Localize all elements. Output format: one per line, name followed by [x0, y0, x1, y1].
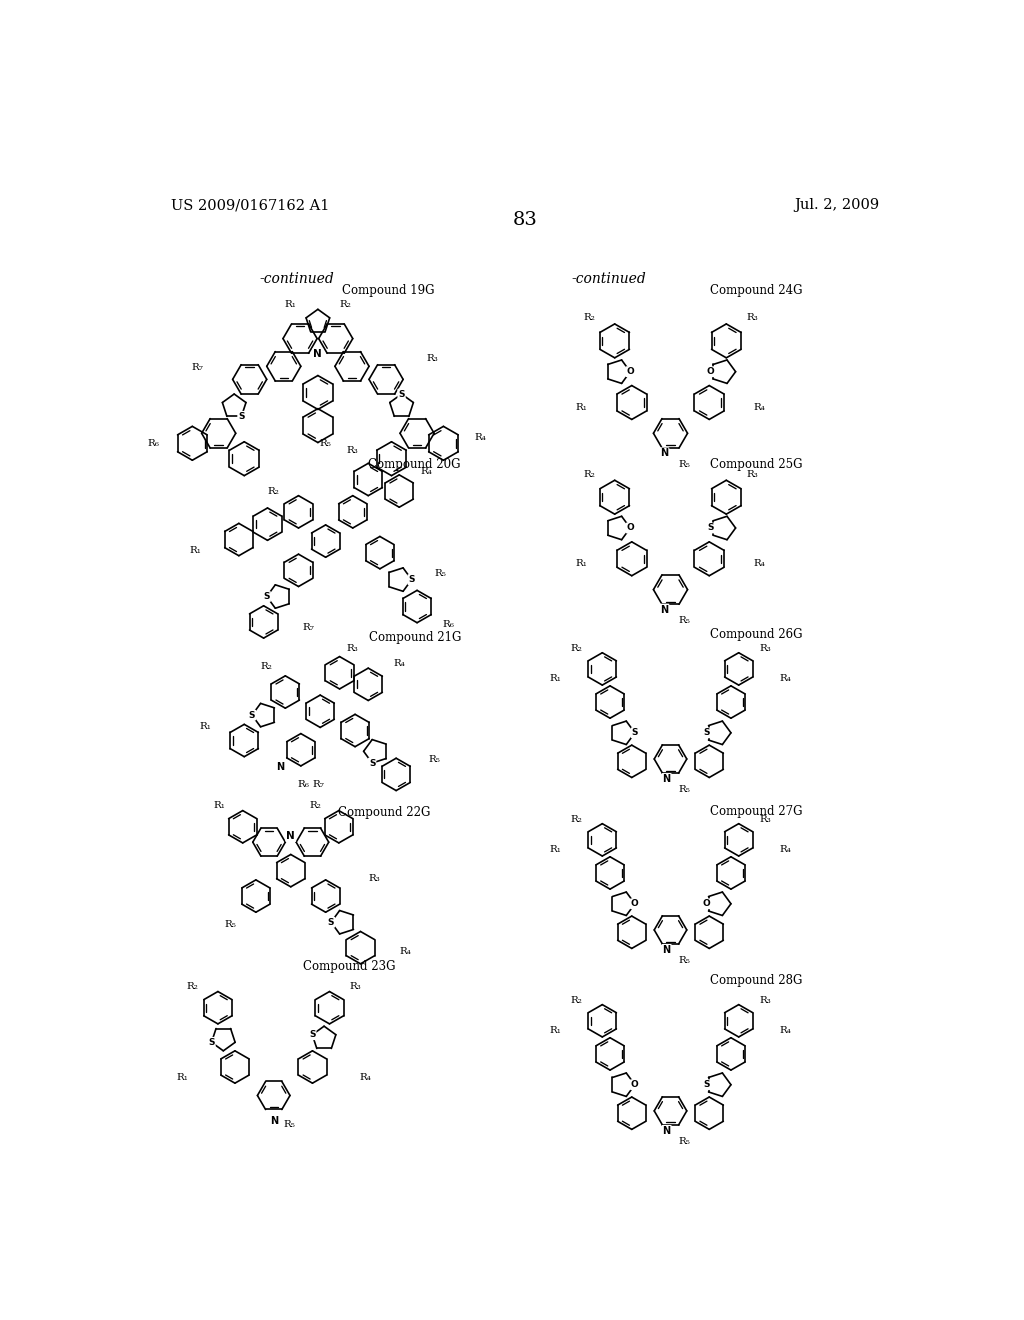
Text: R₁: R₁ [550, 675, 562, 684]
Text: R₁: R₁ [176, 1073, 188, 1081]
Text: R₃: R₃ [427, 354, 438, 363]
Text: R₃: R₃ [347, 446, 358, 454]
Text: R₃: R₃ [349, 982, 360, 990]
Text: S: S [632, 729, 638, 738]
Text: N: N [663, 945, 671, 954]
Text: S: S [309, 1030, 315, 1039]
Text: R₃: R₃ [746, 313, 758, 322]
Text: O: O [631, 899, 639, 908]
Text: S: S [708, 524, 714, 532]
Text: R₂: R₂ [584, 313, 595, 322]
Text: R₅: R₅ [679, 785, 690, 795]
Text: N: N [287, 832, 295, 841]
Text: Compound 21G: Compound 21G [369, 631, 461, 644]
Text: R₃: R₃ [347, 644, 358, 652]
Text: 83: 83 [512, 211, 538, 228]
Text: Compound 22G: Compound 22G [338, 807, 430, 820]
Text: R₇: R₇ [191, 363, 204, 372]
Text: R₃: R₃ [746, 470, 758, 479]
Text: R₅: R₅ [434, 569, 446, 578]
Text: R₅: R₅ [679, 956, 690, 965]
Text: Compound 20G: Compound 20G [369, 458, 461, 471]
Text: O: O [627, 367, 634, 376]
Text: R₆: R₆ [297, 780, 309, 789]
Text: Jul. 2, 2009: Jul. 2, 2009 [795, 198, 880, 213]
Text: R₃: R₃ [759, 644, 771, 652]
Text: Compound 26G: Compound 26G [710, 628, 802, 640]
Text: R₁: R₁ [550, 845, 562, 854]
Text: R₄: R₄ [475, 433, 486, 442]
Text: R₂: R₂ [260, 663, 272, 671]
Text: R₄: R₄ [399, 946, 412, 956]
Text: R₁: R₁ [550, 1027, 562, 1035]
Text: R₃: R₃ [759, 995, 771, 1005]
Text: R₇: R₇ [303, 623, 314, 632]
Text: N: N [663, 1126, 671, 1137]
Text: S: S [328, 917, 334, 927]
Text: R₃: R₃ [369, 874, 380, 883]
Text: R₂: R₂ [267, 487, 279, 495]
Text: S: S [263, 593, 270, 601]
Text: R₅: R₅ [679, 1138, 690, 1146]
Text: -continued: -continued [259, 272, 334, 286]
Text: R₆: R₆ [442, 620, 454, 628]
Text: Compound 25G: Compound 25G [710, 458, 802, 471]
Text: R₁: R₁ [214, 801, 225, 809]
Text: R₁: R₁ [575, 558, 588, 568]
Text: R₄: R₄ [779, 845, 792, 854]
Text: R₅: R₅ [284, 1121, 295, 1129]
Text: O: O [631, 1080, 639, 1089]
Text: S: S [369, 759, 376, 767]
Text: R₆: R₆ [147, 438, 160, 447]
Text: R₁: R₁ [575, 403, 588, 412]
Text: -continued: -continued [571, 272, 646, 286]
Text: R₂: R₂ [570, 644, 582, 652]
Text: R₄: R₄ [359, 1073, 371, 1081]
Text: O: O [627, 524, 634, 532]
Text: O: O [702, 899, 710, 908]
Text: N: N [660, 605, 669, 615]
Text: R₄: R₄ [779, 1027, 792, 1035]
Text: N: N [663, 774, 671, 784]
Text: N: N [660, 449, 669, 458]
Text: R₂: R₂ [339, 300, 351, 309]
Text: R₂: R₂ [570, 814, 582, 824]
Text: S: S [409, 576, 415, 583]
Text: Compound 23G: Compound 23G [303, 961, 395, 973]
Text: R₄: R₄ [754, 558, 766, 568]
Text: Compound 27G: Compound 27G [710, 805, 802, 818]
Text: Compound 19G: Compound 19G [342, 284, 434, 297]
Text: R₅: R₅ [679, 616, 690, 624]
Text: R₁: R₁ [200, 722, 211, 731]
Text: O: O [707, 367, 715, 376]
Text: N: N [275, 762, 284, 772]
Text: Compound 24G: Compound 24G [710, 284, 802, 297]
Text: N: N [269, 1115, 278, 1126]
Text: R₁: R₁ [189, 546, 202, 554]
Text: R₄: R₄ [421, 467, 432, 477]
Text: S: S [702, 729, 710, 738]
Text: R₅: R₅ [679, 459, 690, 469]
Text: R₂: R₂ [186, 982, 199, 990]
Text: R₂: R₂ [570, 995, 582, 1005]
Text: R₇: R₇ [312, 780, 325, 789]
Text: US 2009/0167162 A1: US 2009/0167162 A1 [171, 198, 329, 213]
Text: R₂: R₂ [584, 470, 595, 479]
Text: S: S [702, 1080, 710, 1089]
Text: S: S [249, 710, 255, 719]
Text: S: S [398, 389, 404, 399]
Text: R₄: R₄ [754, 403, 766, 412]
Text: R₂: R₂ [309, 801, 322, 809]
Text: N: N [313, 348, 323, 359]
Text: R₄: R₄ [779, 675, 792, 684]
Text: R₅: R₅ [319, 438, 332, 447]
Text: R₁: R₁ [285, 300, 297, 309]
Text: R₄: R₄ [393, 659, 406, 668]
Text: R₃: R₃ [759, 814, 771, 824]
Text: R₅: R₅ [429, 755, 441, 763]
Text: Compound 28G: Compound 28G [710, 974, 802, 987]
Text: R₅: R₅ [224, 920, 237, 929]
Text: S: S [239, 412, 245, 421]
Text: S: S [208, 1038, 215, 1047]
